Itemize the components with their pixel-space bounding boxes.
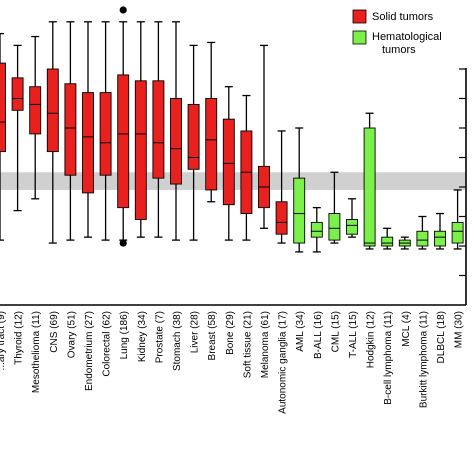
box-iqr [46, 68, 59, 153]
box-iqr [363, 127, 376, 247]
tick-label-breast-58: Breast (58) [207, 311, 218, 360]
box-prostate-7 [152, 21, 165, 238]
box-iqr [416, 230, 429, 247]
box-iqr [222, 118, 235, 206]
box-iqr [82, 92, 94, 194]
box-mesothelioma-11 [29, 35, 42, 200]
tick-label-endometrium-27: Endometrium (27) [84, 311, 95, 391]
box-iqr [451, 221, 464, 244]
box-dlbcl-18 [434, 212, 446, 250]
outlier-point [119, 239, 127, 247]
box-iqr [275, 201, 288, 235]
box-autonomic-ganglia-17 [275, 130, 288, 244]
box-iqr [29, 86, 42, 135]
tick-label-dlbcl-18: DLBCL (18) [436, 311, 447, 363]
box-t-all-15 [346, 198, 358, 238]
box-iqr [434, 230, 446, 247]
box-lung-186 [117, 6, 130, 247]
tick-label-cns-69: CNS (69) [49, 311, 60, 353]
legend-swatch-solid-tumors [352, 9, 367, 24]
legend-background [322, 6, 474, 68]
box-iqr [187, 103, 200, 170]
box-colorectal-62 [99, 21, 112, 241]
tick-label-lung-186: Lung (186) [119, 311, 130, 359]
box-ovary-51 [64, 21, 77, 241]
box-bone-29 [222, 86, 235, 241]
box-liver-28 [187, 44, 200, 241]
legend-label-solid-tumors: Solid tumors [372, 11, 434, 23]
box-iqr [117, 74, 130, 209]
box-iqr [328, 213, 341, 241]
legend-label-line: tumors [382, 44, 416, 56]
tick-label-bone-29: Bone (29) [225, 311, 236, 355]
box-iqr [64, 83, 77, 176]
tick-label-liver-28: Liver (28) [190, 311, 201, 353]
tick-label-mesothelioma-11: Mesothelioma (11) [31, 311, 42, 393]
tick-label-prostate-7: Prostate (7) [154, 311, 165, 363]
legend: Solid tumors Hematological tumors [322, 6, 474, 68]
box-thyroid-12 [11, 44, 24, 212]
legend-swatch-hematological-tumors [352, 30, 367, 45]
tick-label-b-cell-lymphoma-11: B-cell lymphoma (11) [383, 311, 394, 405]
tick-label-colorectal-62: Colorectal (62) [102, 311, 113, 377]
tick-label-kidney-34: Kidney (34) [137, 311, 148, 362]
tick-label-burkitt-lymphoma-11: Burkitt lymphoma (11) [418, 311, 429, 408]
tick-label-t-all-15: T-ALL (15) [348, 311, 359, 358]
tick-label-ary-tract-9: ...ary tract (9) [0, 311, 7, 370]
outlier-point [119, 6, 127, 14]
box-cns-69 [46, 21, 59, 244]
tick-label-b-all-16: B-ALL (16) [313, 311, 324, 359]
box-iqr [99, 92, 112, 176]
box-iqr [134, 80, 147, 220]
box-breast-58 [205, 41, 218, 203]
box-melanoma-61 [258, 44, 270, 229]
box-burkitt-lymphoma-11 [416, 215, 429, 250]
box-iqr [346, 218, 358, 235]
box-iqr [310, 221, 323, 238]
tick-label-aml-34: AML (34) [295, 311, 306, 352]
box-plot-series [0, 6, 464, 253]
box-soft-tissue-21 [240, 94, 253, 241]
box-mm-30 [451, 189, 464, 250]
box-endometrium-27 [82, 21, 94, 238]
tick-label-ovary-51: Ovary (51) [66, 311, 77, 358]
tick-label-hodgkin-12: Hodgkin (12) [366, 311, 377, 368]
tick-label-melanoma-61: Melanoma (61) [260, 311, 271, 378]
box-iqr [381, 236, 394, 247]
legend-label-hematological-tumors: Hematological tumors [372, 31, 442, 56]
tick-label-mcl-4: MCL (4) [401, 311, 412, 347]
box-hodgkin-12 [363, 112, 376, 250]
box-iqr [152, 80, 165, 179]
tick-label-thyroid-12: Thyroid (12) [14, 311, 25, 365]
tick-label-soft-tissue-21: Soft tissue (21) [242, 311, 253, 378]
tick-label-cml-15: CML (15) [330, 311, 341, 352]
box-iqr [0, 62, 6, 153]
box-cml-15 [328, 171, 341, 244]
box-iqr [293, 177, 306, 244]
legend-label-line: Solid tumors [372, 11, 434, 23]
legend-label-line: Hematological [372, 31, 442, 43]
box-aml-34 [293, 127, 306, 253]
box-b-cell-lymphoma-11 [381, 227, 394, 250]
box-stomach-38 [170, 21, 182, 241]
tick-label-stomach-38: Stomach (38) [172, 311, 183, 371]
box-iqr [205, 98, 218, 191]
box-kidney-34 [134, 21, 147, 238]
box-iqr [170, 98, 182, 185]
box-b-all-16 [310, 206, 323, 253]
box-iqr [11, 77, 24, 111]
tick-label-autonomic-ganglia-17: Autonomic ganglia (17) [278, 311, 289, 414]
category-tick-labels: ...ary tract (9) Thyroid (12) Mesothelioma… [0, 311, 465, 414]
tick-label-mm-30: MM (30) [454, 311, 465, 348]
box-ary-tract-9 [0, 32, 6, 241]
box-mcl-4 [398, 236, 411, 250]
